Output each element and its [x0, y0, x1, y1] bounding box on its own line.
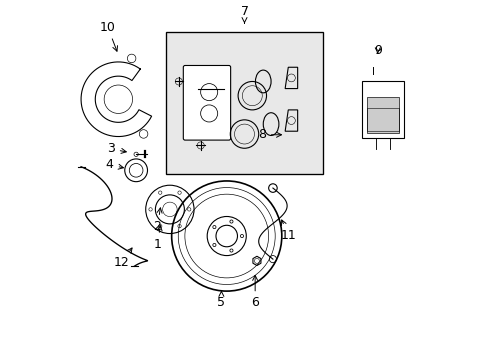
Text: 8: 8 [257, 128, 281, 141]
Text: 7: 7 [240, 5, 248, 23]
Text: 10: 10 [100, 21, 117, 51]
Text: 9: 9 [373, 44, 381, 57]
Text: 1: 1 [153, 226, 162, 251]
FancyBboxPatch shape [183, 66, 230, 140]
Text: 4: 4 [106, 158, 123, 171]
Text: 6: 6 [251, 275, 259, 310]
Text: 12: 12 [113, 248, 132, 269]
Text: 5: 5 [217, 291, 225, 310]
Bar [366, 108, 398, 131]
Bar [166, 32, 322, 174]
Text: 2: 2 [153, 208, 162, 233]
Circle shape [134, 152, 138, 157]
Text: 11: 11 [281, 220, 296, 242]
Bar [366, 98, 398, 133]
Text: 3: 3 [107, 143, 126, 156]
